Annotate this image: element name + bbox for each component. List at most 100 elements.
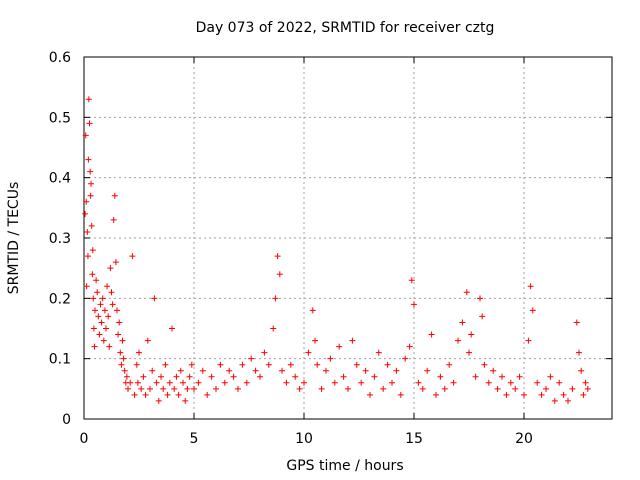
data-point — [362, 367, 369, 374]
data-point — [199, 367, 206, 374]
data-point — [82, 210, 89, 217]
data-point — [85, 96, 92, 103]
y-tick-label: 0.3 — [49, 231, 71, 247]
data-point — [336, 343, 343, 350]
data-point — [529, 307, 536, 314]
data-point — [345, 385, 351, 392]
data-point — [512, 385, 519, 392]
data-point — [186, 373, 193, 380]
data-point — [419, 385, 426, 392]
data-point — [138, 385, 145, 392]
data-point — [221, 379, 228, 386]
data-point — [358, 379, 365, 386]
data-point — [83, 283, 90, 290]
data-point — [243, 379, 250, 386]
data-point — [481, 361, 488, 368]
data-point — [314, 361, 321, 368]
data-point — [106, 343, 113, 350]
data-point — [169, 325, 175, 332]
data-point — [173, 373, 180, 380]
data-point — [94, 289, 101, 296]
data-point — [114, 307, 120, 314]
data-point — [538, 391, 545, 398]
data-point — [305, 349, 312, 356]
data-point — [115, 331, 122, 338]
data-point — [110, 216, 117, 223]
data-point — [88, 180, 95, 187]
data-point — [226, 367, 233, 374]
data-point — [105, 313, 112, 320]
data-point — [89, 247, 96, 254]
data-point — [252, 367, 259, 374]
x-tick-label: 15 — [405, 431, 423, 447]
data-point — [490, 367, 497, 374]
data-point — [239, 361, 246, 368]
data-point — [96, 331, 103, 338]
data-point — [133, 361, 140, 368]
data-point — [499, 373, 505, 380]
data-point — [155, 397, 162, 404]
data-point — [120, 355, 127, 362]
data-point — [560, 391, 567, 398]
data-point — [296, 385, 303, 392]
data-point — [397, 391, 404, 398]
data-point — [257, 373, 263, 380]
data-point — [353, 361, 360, 368]
data-point — [265, 361, 272, 368]
data-point — [217, 361, 224, 368]
data-point — [109, 301, 116, 308]
data-point — [131, 391, 138, 398]
data-point — [175, 391, 182, 398]
data-point — [318, 385, 325, 392]
data-point — [116, 319, 123, 326]
data-point — [534, 379, 541, 386]
data-point — [424, 367, 431, 374]
x-tick-label: 5 — [190, 431, 199, 447]
data-points — [82, 96, 591, 404]
data-point — [584, 385, 591, 392]
data-point — [375, 349, 382, 356]
data-point — [188, 361, 195, 368]
data-point — [466, 349, 472, 356]
data-point — [112, 259, 119, 266]
data-point — [195, 379, 202, 386]
data-point — [103, 325, 109, 332]
data-point — [93, 277, 100, 284]
data-point — [164, 391, 171, 398]
data-point — [235, 385, 241, 392]
data-point — [86, 120, 93, 127]
data-point — [153, 379, 160, 386]
data-point — [191, 385, 197, 392]
data-point — [92, 307, 98, 314]
data-point — [98, 319, 105, 326]
data-point — [323, 367, 329, 374]
data-point — [527, 283, 534, 290]
x-axis-label: GPS time / hours — [286, 458, 403, 474]
data-point — [121, 367, 128, 374]
data-point — [309, 307, 316, 314]
data-point — [97, 301, 104, 308]
data-point — [99, 295, 106, 302]
data-point — [140, 373, 147, 380]
data-point — [576, 349, 582, 356]
data-point — [494, 385, 501, 392]
data-point — [384, 361, 391, 368]
data-point — [182, 397, 189, 404]
data-point — [89, 271, 96, 278]
data-point — [503, 391, 510, 398]
y-tick-label: 0.4 — [49, 171, 71, 187]
data-point — [507, 379, 514, 386]
data-point — [276, 271, 283, 278]
data-point — [184, 385, 191, 392]
data-point — [208, 373, 215, 380]
data-point — [204, 391, 211, 398]
y-tick-label: 0.2 — [49, 291, 71, 307]
y-tick-label: 0 — [62, 412, 71, 428]
data-point — [393, 367, 400, 374]
data-point — [87, 168, 94, 175]
data-point — [129, 253, 136, 260]
data-point — [90, 295, 97, 302]
data-point — [84, 228, 91, 235]
data-point — [578, 367, 585, 374]
data-point — [144, 337, 151, 344]
